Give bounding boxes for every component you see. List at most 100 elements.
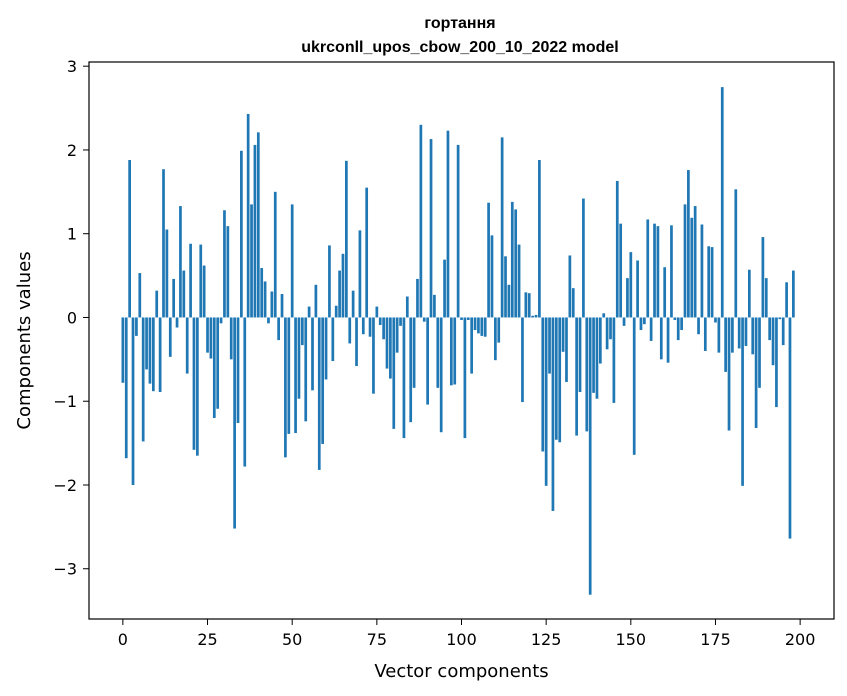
bar <box>578 317 582 393</box>
bar <box>700 224 704 318</box>
bar <box>575 317 578 436</box>
bar <box>348 317 352 344</box>
bar <box>629 252 633 318</box>
bar <box>378 317 382 326</box>
bar <box>280 294 284 318</box>
bar <box>253 144 257 318</box>
x-tick-label: 100 <box>446 630 477 649</box>
bar <box>297 317 301 399</box>
bar <box>653 223 656 318</box>
bar <box>250 204 253 318</box>
bar <box>240 150 243 318</box>
bar <box>527 293 531 318</box>
bar <box>758 317 761 388</box>
bar <box>517 244 521 318</box>
bar <box>500 137 504 318</box>
bar <box>676 317 680 341</box>
bar <box>507 284 511 318</box>
bar <box>263 281 267 318</box>
bar <box>307 306 311 318</box>
bar <box>571 288 575 318</box>
x-tick-label: 125 <box>531 630 562 649</box>
bar <box>609 317 612 340</box>
bar <box>494 317 497 361</box>
bar <box>311 317 314 391</box>
bar <box>338 270 341 318</box>
bar <box>223 210 226 318</box>
x-tick-label: 150 <box>616 630 647 649</box>
bar <box>416 278 419 318</box>
plot-area-frame <box>88 61 835 620</box>
bar <box>466 317 470 320</box>
bar <box>595 317 599 399</box>
bar <box>632 317 636 455</box>
bar <box>243 317 247 467</box>
bar <box>446 130 450 318</box>
bar <box>294 317 297 434</box>
x-tick-label: 200 <box>785 630 816 649</box>
bar <box>433 294 436 318</box>
bar <box>697 317 700 335</box>
bar <box>693 206 697 318</box>
bar <box>470 317 474 374</box>
bar <box>717 317 721 353</box>
bar <box>497 317 501 343</box>
bar <box>680 317 683 331</box>
bar <box>785 282 788 318</box>
bar <box>385 317 389 369</box>
bar <box>145 317 148 370</box>
bar <box>422 317 426 322</box>
bar <box>399 317 402 326</box>
bar <box>714 317 717 323</box>
bar <box>155 290 159 318</box>
bar <box>622 317 626 326</box>
bar <box>168 317 172 357</box>
bar <box>561 317 565 352</box>
bar <box>761 237 765 318</box>
bar <box>151 317 155 392</box>
bar <box>365 187 369 318</box>
bar <box>558 317 562 443</box>
bar <box>267 317 270 324</box>
bar <box>771 317 775 366</box>
bar <box>673 317 677 320</box>
bar <box>355 317 358 367</box>
bar <box>135 317 138 336</box>
y-tick-label: −3 <box>53 560 77 579</box>
bar <box>568 255 572 318</box>
bar <box>690 217 694 318</box>
bar <box>480 317 484 336</box>
bar <box>331 317 335 362</box>
bar <box>182 270 186 318</box>
bar <box>443 259 446 318</box>
bar <box>121 317 125 383</box>
y-axis-label: Components values <box>14 251 35 429</box>
bar <box>436 317 440 388</box>
bar <box>612 317 616 403</box>
bar <box>703 317 707 351</box>
bar <box>358 230 362 318</box>
y-tick-label: −2 <box>53 476 77 495</box>
bar <box>551 317 555 511</box>
bar <box>131 317 135 485</box>
bar <box>720 87 724 318</box>
bar <box>646 219 650 318</box>
bar <box>192 317 196 450</box>
bar <box>395 317 399 353</box>
bar <box>643 317 646 325</box>
chart-subtitle: ukrconll_upos_cbow_200_10_2022 model <box>301 39 618 56</box>
bar <box>751 317 755 355</box>
bar <box>504 256 507 318</box>
x-tick-label: 50 <box>282 630 302 649</box>
bar <box>229 317 233 360</box>
bar <box>361 317 365 335</box>
x-tick-label: 0 <box>118 630 128 649</box>
y-tick-label: 2 <box>67 141 77 160</box>
bar <box>284 317 287 458</box>
bar <box>412 317 416 388</box>
bar <box>202 265 206 318</box>
bar <box>788 317 792 539</box>
bar <box>656 226 660 318</box>
bar <box>189 243 192 318</box>
bar <box>456 144 460 318</box>
